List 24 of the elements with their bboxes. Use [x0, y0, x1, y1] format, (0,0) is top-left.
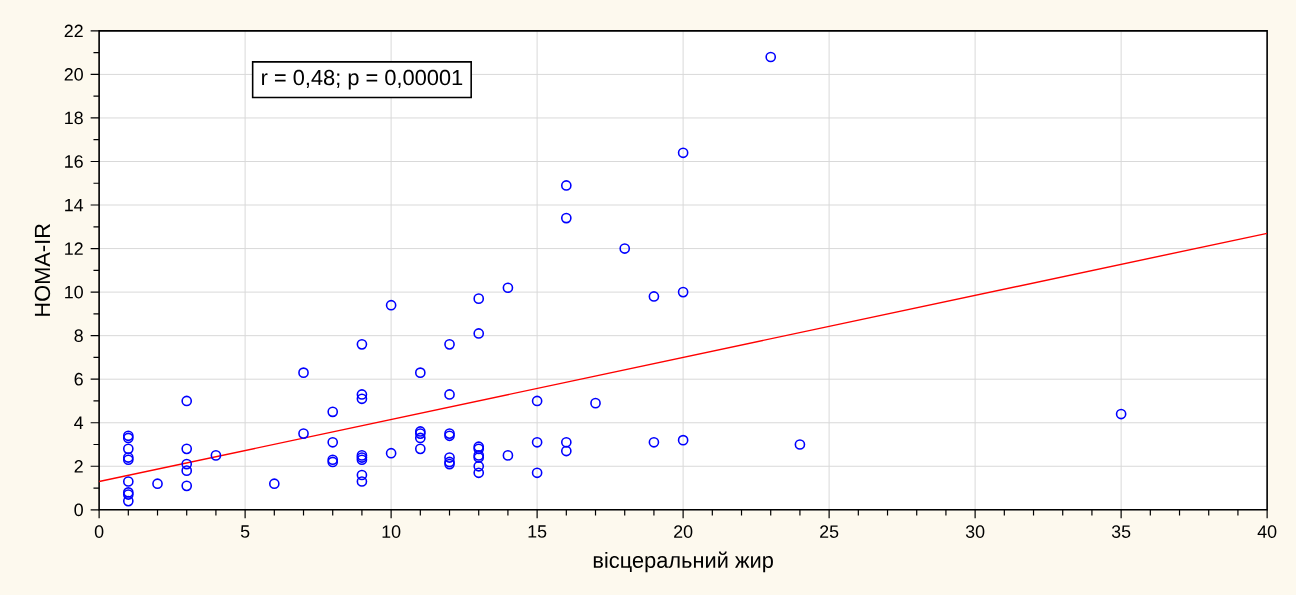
- y-tick-label: 10: [65, 285, 83, 299]
- y-tick-label: 20: [64, 67, 83, 81]
- x-tick-label: 10: [382, 525, 401, 538]
- y-tick-label: 22: [64, 24, 83, 37]
- y-tick-label: 0: [74, 503, 83, 516]
- x-tick-label: 20: [674, 525, 693, 538]
- x-tick-label: 5: [240, 525, 250, 538]
- y-tick-label: 16: [65, 154, 83, 168]
- x-axis-title: вісцеральний жир: [593, 551, 773, 573]
- y-tick-label: 14: [65, 198, 84, 211]
- y-axis-title: HOMA-IR: [34, 223, 51, 316]
- y-tick-label: 2: [74, 459, 83, 473]
- x-tick-label: 0: [94, 525, 104, 538]
- x-tick-label: 15: [528, 525, 547, 538]
- x-tick-label: 35: [1111, 525, 1131, 538]
- annotation: r = 0,48; p = 0,00001: [262, 69, 463, 90]
- y-tick-label: 18: [65, 111, 83, 125]
- y-tick-label: 12: [65, 242, 83, 255]
- y-tick-label: 8: [74, 329, 83, 342]
- x-tick-label: 40: [1257, 525, 1277, 538]
- y-tick-label: 4: [74, 416, 84, 429]
- x-tick-label: 30: [965, 525, 985, 538]
- x-tick-label: 25: [820, 525, 839, 538]
- y-tick-label: 6: [74, 372, 83, 386]
